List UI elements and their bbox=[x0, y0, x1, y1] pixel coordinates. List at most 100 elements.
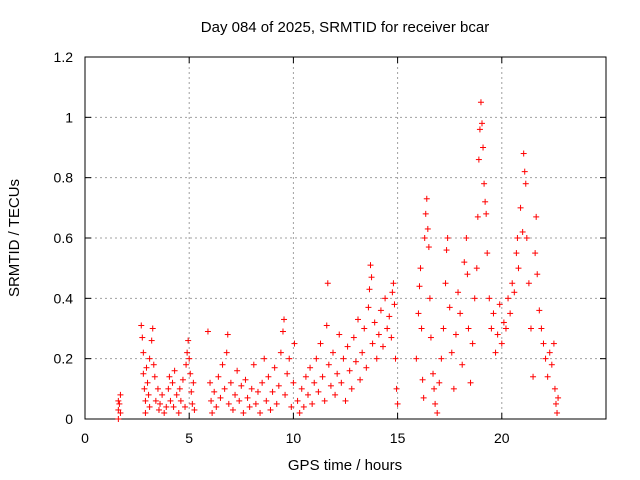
data-point bbox=[179, 376, 186, 383]
y-tick-label: 0.8 bbox=[54, 170, 74, 186]
data-point bbox=[281, 316, 288, 323]
data-point bbox=[443, 247, 450, 254]
data-point bbox=[223, 349, 230, 356]
data-point bbox=[340, 355, 347, 362]
data-point bbox=[317, 340, 324, 347]
data-point bbox=[459, 361, 466, 368]
data-point bbox=[375, 331, 382, 338]
data-point bbox=[424, 225, 431, 232]
data-point bbox=[365, 304, 372, 311]
data-point bbox=[146, 403, 153, 410]
data-point bbox=[442, 280, 449, 287]
y-tick-label: 0.6 bbox=[54, 230, 74, 246]
data-point bbox=[286, 355, 293, 362]
data-point bbox=[294, 397, 301, 404]
data-point bbox=[261, 355, 268, 362]
data-point bbox=[355, 316, 362, 323]
data-point bbox=[177, 397, 184, 404]
data-point bbox=[227, 379, 234, 386]
data-point bbox=[207, 379, 214, 386]
x-tick-label: 20 bbox=[494, 430, 510, 446]
data-point bbox=[427, 334, 434, 341]
data-point bbox=[486, 295, 493, 302]
data-point bbox=[555, 394, 562, 401]
data-point bbox=[242, 376, 249, 383]
data-point bbox=[425, 244, 432, 251]
data-point bbox=[167, 397, 174, 404]
data-point bbox=[480, 144, 487, 151]
data-point bbox=[436, 379, 443, 386]
data-point bbox=[327, 382, 334, 389]
data-point bbox=[420, 394, 427, 401]
data-point bbox=[534, 271, 541, 278]
data-point bbox=[163, 403, 170, 410]
data-point bbox=[464, 271, 471, 278]
data-point bbox=[150, 361, 157, 368]
data-point bbox=[284, 370, 291, 377]
data-point bbox=[159, 391, 166, 398]
y-tick-label: 0.4 bbox=[54, 290, 74, 306]
data-point bbox=[346, 367, 353, 374]
data-point bbox=[334, 370, 341, 377]
data-point bbox=[169, 379, 176, 386]
data-point bbox=[359, 349, 366, 356]
data-point bbox=[188, 388, 195, 395]
data-point bbox=[457, 310, 464, 317]
data-point bbox=[236, 397, 243, 404]
data-point bbox=[248, 385, 255, 392]
data-point bbox=[321, 397, 328, 404]
data-point bbox=[469, 340, 476, 347]
data-point bbox=[373, 355, 380, 362]
data-point bbox=[246, 403, 253, 410]
data-point bbox=[507, 310, 514, 317]
data-point bbox=[388, 334, 395, 341]
data-point bbox=[161, 409, 168, 416]
data-point bbox=[350, 334, 357, 341]
data-point bbox=[190, 379, 197, 386]
data-point bbox=[332, 391, 339, 398]
data-point bbox=[232, 391, 239, 398]
data-point bbox=[183, 361, 190, 368]
data-point bbox=[525, 280, 532, 287]
data-point bbox=[523, 235, 530, 241]
data-point bbox=[324, 280, 331, 287]
data-point bbox=[139, 334, 146, 341]
data-point bbox=[208, 397, 215, 404]
data-point bbox=[513, 250, 520, 257]
data-point bbox=[182, 403, 189, 410]
data-point bbox=[263, 397, 270, 404]
data-point bbox=[186, 355, 193, 362]
data-point bbox=[502, 325, 509, 332]
data-points bbox=[115, 99, 562, 422]
data-point bbox=[448, 349, 455, 356]
data-point bbox=[413, 355, 420, 362]
data-point bbox=[377, 307, 384, 314]
data-point bbox=[417, 265, 424, 272]
data-point bbox=[416, 283, 423, 290]
data-point bbox=[500, 319, 507, 326]
data-point bbox=[191, 406, 198, 413]
data-point bbox=[492, 349, 499, 356]
data-point bbox=[517, 204, 524, 211]
data-point bbox=[533, 213, 540, 220]
data-point bbox=[536, 307, 543, 314]
data-point bbox=[290, 379, 297, 386]
y-tick-label: 1 bbox=[65, 109, 73, 125]
data-point bbox=[252, 400, 259, 407]
data-point bbox=[300, 403, 307, 410]
data-point bbox=[461, 259, 468, 266]
data-point bbox=[154, 385, 161, 392]
data-point bbox=[515, 265, 522, 272]
data-point bbox=[483, 210, 490, 217]
data-point bbox=[431, 385, 438, 392]
y-tick-label: 1.2 bbox=[54, 49, 74, 65]
data-point bbox=[229, 406, 236, 413]
data-point bbox=[189, 400, 196, 407]
data-point bbox=[307, 364, 314, 371]
data-point bbox=[546, 349, 553, 356]
data-point bbox=[187, 370, 194, 377]
data-point bbox=[277, 349, 284, 356]
data-point bbox=[367, 262, 374, 269]
data-point bbox=[145, 391, 152, 398]
